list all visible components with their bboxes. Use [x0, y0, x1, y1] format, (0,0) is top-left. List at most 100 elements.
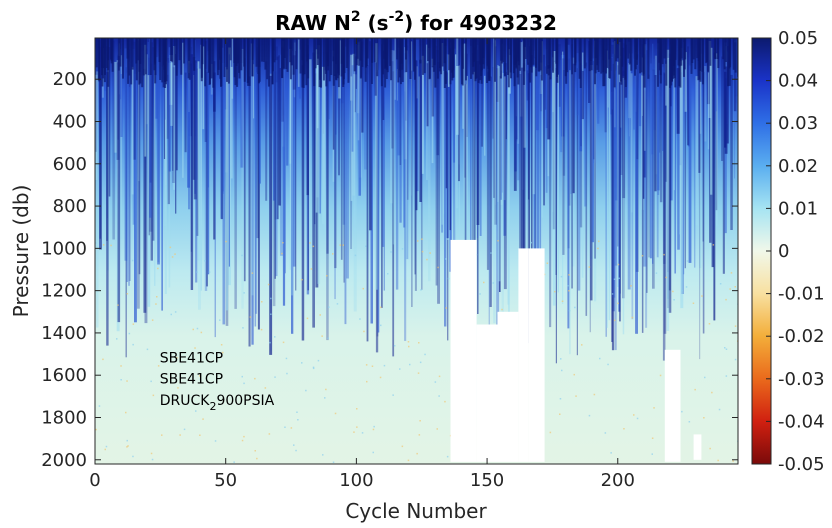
heatmap-streak: [540, 56, 542, 328]
x-tick-label: 50: [214, 470, 237, 491]
heatmap-surface-cell: [154, 38, 157, 84]
heatmap-streak: [332, 56, 335, 150]
heatmap-streak: [465, 75, 468, 258]
heatmap-streak: [580, 63, 582, 147]
heatmap-streak: [513, 55, 517, 191]
heatmap-streak: [124, 48, 128, 261]
heatmap-streak: [494, 40, 496, 205]
heatmap-speckle: [407, 459, 410, 462]
heatmap-speckle: [383, 364, 386, 367]
heatmap-streak: [710, 47, 713, 195]
heatmap-streak: [299, 49, 301, 99]
heatmap-streak: [673, 71, 675, 191]
heatmap-streak: [360, 41, 364, 133]
heatmap-surface-cell: [606, 38, 609, 68]
heatmap-streak: [395, 70, 399, 290]
heatmap-streak: [492, 66, 494, 139]
heatmap-surface-cell: [305, 38, 308, 86]
heatmap-streak: [411, 70, 413, 307]
y-tick-label: 1400: [41, 323, 87, 344]
heatmap-surface-cell: [635, 38, 638, 60]
heatmap-streak: [649, 63, 652, 259]
heatmap-streak: [213, 72, 216, 112]
heatmap-streak: [608, 59, 611, 321]
heatmap-speckle: [127, 445, 129, 447]
colorbar-tick-label: 0.02: [778, 156, 818, 177]
heatmap-speckle: [604, 432, 607, 434]
heatmap-surface-cell: [540, 38, 543, 81]
heatmap-streak: [390, 50, 393, 204]
heatmap-streak: [667, 49, 669, 309]
heatmap-streak: [557, 44, 561, 107]
heatmap-streak: [421, 55, 424, 174]
heatmap-streak: [665, 60, 668, 182]
heatmap-streak: [392, 71, 395, 357]
heatmap-streak: [338, 74, 340, 176]
heatmap-streak: [226, 69, 228, 311]
heatmap-speckle: [126, 380, 128, 382]
heatmap-surface-cell: [477, 38, 480, 83]
heatmap-streak: [571, 44, 573, 289]
heatmap-streak: [707, 72, 710, 150]
heatmap-streak: [666, 57, 670, 299]
heatmap-streak: [272, 50, 275, 201]
heatmap-speckle: [366, 380, 368, 383]
heatmap-surface-cell: [547, 38, 550, 76]
heatmap-speckle: [426, 258, 428, 261]
heatmap-speckle: [588, 266, 591, 268]
heatmap-streak: [418, 76, 420, 234]
heatmap-speckle: [293, 444, 295, 446]
heatmap-speckle: [220, 344, 223, 346]
heatmap-streak: [228, 54, 230, 267]
heatmap-surface-cell: [261, 38, 263, 62]
heatmap-speckle: [717, 459, 719, 462]
heatmap-streak: [346, 70, 349, 279]
heatmap-surface-cell: [159, 38, 162, 80]
heatmap-speckle: [204, 260, 206, 262]
heatmap-surface-cell: [342, 38, 345, 87]
heatmap-streak: [612, 53, 616, 298]
heatmap-streak: [241, 48, 244, 309]
heatmap-speckle: [243, 382, 245, 385]
heatmap-streak: [447, 54, 450, 87]
heatmap-streak: [383, 77, 385, 291]
heatmap-surface-cell: [314, 38, 317, 69]
heatmap-speckle: [732, 460, 734, 462]
heatmap-speckle: [561, 300, 564, 302]
heatmap-streak: [406, 53, 409, 260]
heatmap-streak: [531, 55, 533, 270]
heatmap-surface-cell: [358, 38, 361, 66]
heatmap-streak: [292, 40, 296, 267]
heatmap-streak: [670, 45, 673, 201]
heatmap-speckle: [445, 258, 447, 260]
heatmap-surface-cell: [539, 38, 542, 71]
heatmap-streak: [617, 61, 619, 288]
heatmap-surface-cell: [448, 38, 451, 71]
heatmap-streak: [547, 65, 551, 140]
heatmap-streak: [353, 73, 355, 232]
heatmap-streak: [572, 40, 575, 74]
y-tick-label: 1200: [41, 281, 87, 302]
heatmap-streak: [488, 70, 490, 355]
heatmap-surface-cell: [251, 38, 254, 60]
heatmap-streak: [687, 46, 690, 146]
heatmap-streak: [250, 43, 254, 296]
heatmap-streak: [557, 74, 559, 293]
heatmap-speckle: [152, 394, 155, 397]
heatmap-streak: [351, 65, 354, 152]
heatmap-streak: [165, 45, 167, 186]
heatmap-surface-cell: [697, 38, 700, 81]
heatmap-surface-cell: [513, 38, 516, 65]
heatmap-speckle: [339, 244, 342, 246]
heatmap-speckle: [574, 306, 576, 309]
heatmap-streak: [614, 77, 618, 266]
heatmap-streak: [197, 61, 200, 261]
heatmap-streak: [496, 67, 500, 330]
heatmap-streak: [576, 68, 578, 356]
heatmap-streak: [120, 55, 123, 239]
heatmap-speckle: [132, 343, 134, 346]
heatmap-speckle: [326, 275, 328, 277]
heatmap-streak: [275, 60, 278, 277]
heatmap-speckle: [447, 238, 449, 240]
y-tick-label: 800: [53, 196, 87, 217]
